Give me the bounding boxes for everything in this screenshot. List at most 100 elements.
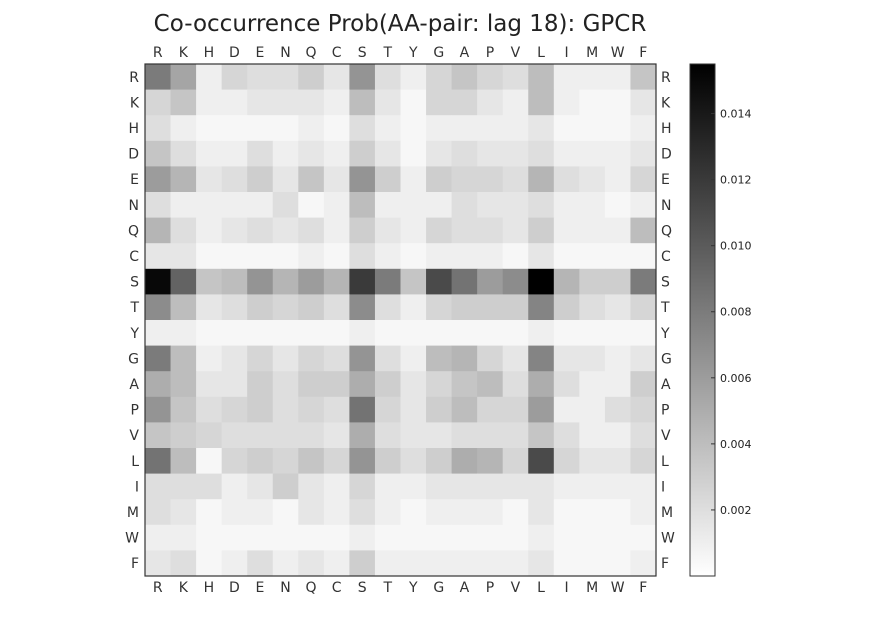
heatmap-cell xyxy=(196,192,223,218)
heatmap-cell xyxy=(298,345,325,372)
heatmap-cell xyxy=(374,371,401,398)
x-tick-label-bottom: D xyxy=(229,580,240,596)
heatmap-cell xyxy=(247,243,274,270)
heatmap-cell xyxy=(502,320,529,346)
heatmap-cell xyxy=(272,268,299,295)
heatmap-cell xyxy=(426,345,452,372)
heatmap-cell xyxy=(400,115,427,142)
heatmap-cell xyxy=(451,294,478,321)
heatmap-cell xyxy=(374,345,401,372)
heatmap-cell xyxy=(502,217,529,244)
heatmap-cell xyxy=(196,166,223,193)
heatmap-cell xyxy=(502,396,529,423)
heatmap-cell xyxy=(221,550,248,577)
x-tick-label-bottom: R xyxy=(153,580,163,596)
heatmap-cell xyxy=(477,550,504,577)
heatmap-cell xyxy=(630,448,657,474)
heatmap-cell xyxy=(349,64,376,90)
y-tick-label-left: V xyxy=(129,428,139,444)
x-tick-label-top: N xyxy=(280,45,290,61)
heatmap-cell xyxy=(553,166,580,193)
heatmap-cell xyxy=(349,448,376,474)
heatmap-cell xyxy=(196,524,223,551)
y-tick-label-left: R xyxy=(129,70,139,86)
x-tick-label-top: H xyxy=(204,45,215,61)
heatmap-cell xyxy=(630,473,657,500)
heatmap-cell xyxy=(298,64,325,90)
heatmap-cell xyxy=(451,345,478,372)
heatmap-cell xyxy=(604,268,631,295)
heatmap-cell xyxy=(349,89,376,116)
heatmap-cell xyxy=(374,166,401,193)
heatmap-cell xyxy=(502,89,529,116)
heatmap-cell xyxy=(604,217,631,244)
heatmap-cell xyxy=(400,166,427,193)
heatmap-cell xyxy=(196,268,223,295)
heatmap-cell xyxy=(247,422,274,449)
heatmap-cell xyxy=(579,448,606,474)
heatmap-cell xyxy=(528,140,555,167)
heatmap-cell xyxy=(349,115,376,142)
heatmap-cell xyxy=(400,294,427,321)
heatmap-cell xyxy=(426,166,452,193)
heatmap-cell xyxy=(553,64,580,90)
heatmap-cell xyxy=(502,448,529,474)
heatmap-cell xyxy=(247,524,274,551)
x-tick-label-bottom: E xyxy=(256,580,265,596)
heatmap-cell xyxy=(528,448,555,474)
heatmap-cell xyxy=(579,166,606,193)
plot-frame xyxy=(144,63,657,577)
y-tick-label-left: C xyxy=(129,249,139,265)
y-tick-label-right: T xyxy=(660,300,670,316)
heatmap-cell xyxy=(247,89,274,116)
heatmap-cell xyxy=(272,371,299,398)
heatmap-cell xyxy=(426,499,452,526)
heatmap-cell xyxy=(630,422,657,449)
heatmap-cell xyxy=(477,448,504,474)
heatmap-cell xyxy=(349,550,376,577)
heatmap-cell xyxy=(298,550,325,577)
heatmap-cell xyxy=(170,499,197,526)
heatmap-cell xyxy=(477,320,504,346)
heatmap-cell xyxy=(196,294,223,321)
heatmap-cell xyxy=(298,217,325,244)
heatmap-cell xyxy=(170,89,197,116)
heatmap-cell xyxy=(477,524,504,551)
colorbar-tick-label: 0.010 xyxy=(720,240,752,253)
heatmap-cell xyxy=(247,166,274,193)
y-tick-label-right: N xyxy=(661,198,671,214)
heatmap-cell xyxy=(477,294,504,321)
x-tick-label-top: P xyxy=(486,45,494,61)
heatmap-cell xyxy=(528,64,555,90)
heatmap-cell xyxy=(247,64,274,90)
heatmap-cell xyxy=(272,115,299,142)
heatmap-cell xyxy=(528,550,555,577)
heatmap-cell xyxy=(349,320,376,346)
y-tick-label-left: M xyxy=(127,505,139,521)
y-tick-label-right: M xyxy=(661,505,673,521)
heatmap-cell xyxy=(145,217,171,244)
heatmap-cell xyxy=(528,294,555,321)
heatmap-cell xyxy=(323,140,350,167)
heatmap-cell xyxy=(221,140,248,167)
heatmap-cell xyxy=(349,192,376,218)
heatmap-cell xyxy=(323,192,350,218)
heatmap-cell xyxy=(221,473,248,500)
heatmap-cell xyxy=(170,396,197,423)
heatmap-cell xyxy=(426,320,452,346)
heatmap-cell xyxy=(196,115,223,142)
heatmap-cell xyxy=(477,499,504,526)
heatmap-cell xyxy=(579,550,606,577)
heatmap-cell xyxy=(145,345,171,372)
y-tick-label-left: S xyxy=(130,275,139,291)
heatmap-cell xyxy=(400,268,427,295)
heatmap-cell xyxy=(451,448,478,474)
y-tick-label-left: P xyxy=(131,403,139,419)
heatmap-cell xyxy=(196,422,223,449)
heatmap-cell xyxy=(170,166,197,193)
x-tick-label-top: W xyxy=(611,45,625,61)
heatmap-cell xyxy=(630,243,657,270)
heatmap-cell xyxy=(374,115,401,142)
heatmap-cell xyxy=(272,89,299,116)
heatmap-cell xyxy=(247,550,274,577)
